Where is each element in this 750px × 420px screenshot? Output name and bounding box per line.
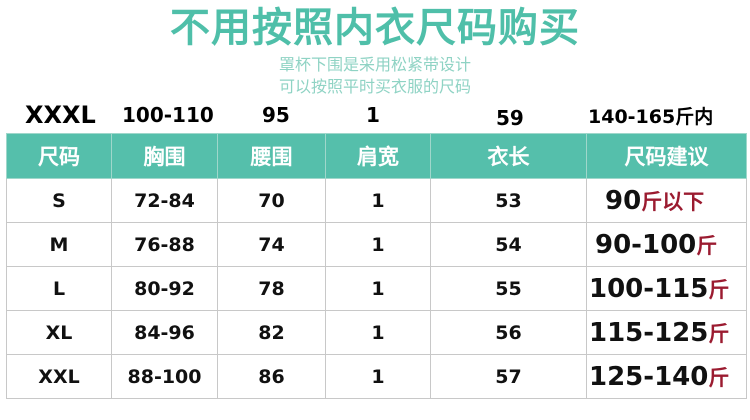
table-row: XXL 88-100 86 1 57 125-140斤: [6, 354, 747, 399]
cell-recommendation: 90斤以下: [586, 178, 747, 223]
header-shoulder: 肩宽: [325, 133, 431, 179]
cell-waist: 74: [217, 222, 326, 267]
overlay-waist: 95: [262, 103, 290, 127]
cell-waist: 78: [217, 266, 326, 311]
table-header: 尺码 胸围 腰围 肩宽 衣长 尺码建议: [6, 133, 747, 179]
cell-shoulder: 1: [325, 354, 431, 399]
cell-length: 57: [430, 354, 587, 399]
rec-unit: 斤: [696, 233, 718, 258]
subtitle-2: 可以按照平时买衣服的尺码: [278, 77, 471, 96]
overlay-recommendation: 140-165斤内: [588, 106, 714, 128]
cell-size: S: [6, 178, 112, 223]
cell-recommendation: 125-140斤: [586, 354, 747, 399]
rec-unit: 斤以下: [641, 189, 705, 214]
table-row: XL 84-96 82 1 56 115-125斤: [6, 310, 747, 355]
cell-recommendation: 100-115斤: [586, 266, 747, 311]
rec-number: 90-100: [595, 229, 697, 260]
cell-size: XXL: [6, 354, 112, 399]
size-table: 尺码 胸围 腰围 肩宽 衣长 尺码建议 S 72-84 70 1 53 90斤以下 M 76-…: [6, 133, 747, 399]
rec-number: 115-125: [589, 317, 709, 348]
cell-size: L: [6, 266, 112, 311]
overlay-size: XXXL: [25, 101, 96, 129]
table-row: M 76-88 74 1 54 90-100斤: [6, 222, 747, 267]
cell-recommendation: 115-125斤: [586, 310, 747, 355]
cell-size: M: [6, 222, 112, 267]
header-chest: 胸围: [111, 133, 218, 179]
rec-unit: 斤: [708, 277, 730, 302]
rec-number: 90: [605, 185, 642, 216]
cell-chest: 84-96: [111, 310, 218, 355]
rec-unit: 斤: [708, 365, 730, 390]
cell-chest: 88-100: [111, 354, 218, 399]
table-row: L 80-92 78 1 55 100-115斤: [6, 266, 747, 311]
cell-length: 55: [430, 266, 587, 311]
cell-waist: 70: [217, 178, 326, 223]
cell-chest: 72-84: [111, 178, 218, 223]
cell-length: 54: [430, 222, 587, 267]
cell-recommendation: 90-100斤: [586, 222, 747, 267]
cell-waist: 86: [217, 354, 326, 399]
header-recommendation: 尺码建议: [586, 133, 747, 179]
rec-unit: 斤: [708, 321, 730, 346]
title: 不用按照内衣尺码购买: [170, 5, 580, 51]
cell-chest: 80-92: [111, 266, 218, 311]
header-size: 尺码: [6, 133, 112, 179]
cell-waist: 82: [217, 310, 326, 355]
cell-length: 53: [430, 178, 587, 223]
cell-chest: 76-88: [111, 222, 218, 267]
rec-number: 125-140: [589, 361, 709, 392]
cell-shoulder: 1: [325, 310, 431, 355]
cell-shoulder: 1: [325, 222, 431, 267]
overlay-chest: 100-110: [122, 103, 214, 127]
cell-shoulder: 1: [325, 266, 431, 311]
cell-length: 56: [430, 310, 587, 355]
header-waist: 腰围: [217, 133, 326, 179]
overlay-shoulder: 1: [366, 103, 380, 127]
subtitle: 罩杯下围是采用松紧带设计: [278, 55, 471, 74]
cell-size: XL: [6, 310, 112, 355]
overlay-length: 59: [496, 106, 524, 130]
header-length: 衣长: [430, 133, 587, 179]
table-row: S 72-84 70 1 53 90斤以下: [6, 178, 747, 223]
cell-shoulder: 1: [325, 178, 431, 223]
rec-number: 100-115: [589, 273, 709, 304]
